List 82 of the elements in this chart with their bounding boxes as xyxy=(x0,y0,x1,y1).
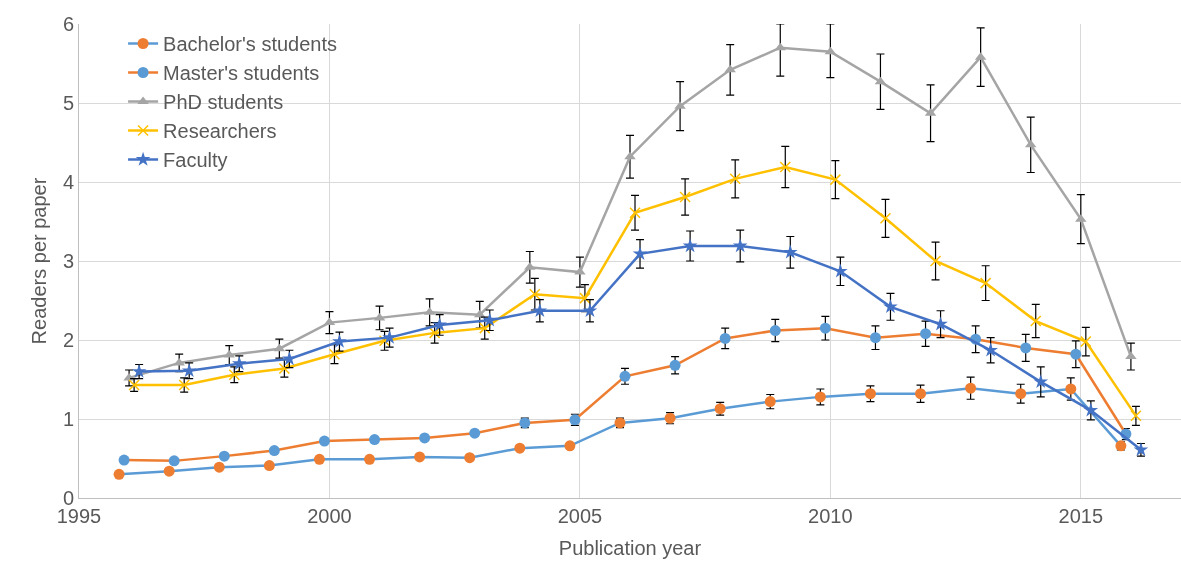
x-axis-title: Publication year xyxy=(558,536,702,559)
point xyxy=(719,332,731,344)
point xyxy=(564,440,576,452)
y-tick-label: 2 xyxy=(62,329,74,351)
point xyxy=(819,322,831,334)
point xyxy=(579,292,591,304)
legend-label: PhD students xyxy=(163,91,284,114)
point xyxy=(933,316,948,331)
point xyxy=(268,445,280,457)
point xyxy=(1029,315,1042,327)
x-tick-label: 2005 xyxy=(557,505,603,527)
point xyxy=(218,450,230,462)
point xyxy=(979,277,992,289)
point xyxy=(779,161,792,173)
point xyxy=(163,465,175,477)
point xyxy=(1080,335,1092,348)
x-tick-label: 2000 xyxy=(307,505,352,527)
legend-label: Master's students xyxy=(163,62,320,85)
point xyxy=(829,173,842,186)
point xyxy=(724,64,736,73)
point xyxy=(382,329,397,344)
point xyxy=(432,317,447,332)
point xyxy=(732,238,748,253)
point xyxy=(1070,348,1082,360)
point xyxy=(263,460,275,472)
point xyxy=(879,212,892,225)
point xyxy=(1020,342,1032,354)
point xyxy=(213,461,225,473)
point xyxy=(369,434,381,446)
point xyxy=(582,303,598,317)
point xyxy=(428,327,441,339)
point xyxy=(113,468,125,480)
point xyxy=(883,299,898,314)
point xyxy=(332,333,347,348)
point xyxy=(1125,351,1137,360)
point xyxy=(920,328,932,340)
point xyxy=(1083,402,1099,417)
point xyxy=(729,173,741,185)
x-tick-label: 2015 xyxy=(1058,505,1104,527)
point xyxy=(679,191,691,203)
point xyxy=(1130,410,1142,422)
point xyxy=(478,322,491,334)
point xyxy=(629,207,641,219)
point xyxy=(464,452,476,464)
point xyxy=(915,388,927,400)
y-tick-label: 6 xyxy=(62,13,74,35)
point xyxy=(118,454,130,466)
point xyxy=(782,244,798,259)
point xyxy=(1015,388,1027,400)
point xyxy=(624,151,636,160)
point xyxy=(869,332,881,344)
y-tick-label: 1 xyxy=(62,408,74,430)
point xyxy=(1033,374,1049,389)
y-tick-label: 3 xyxy=(62,250,74,272)
point xyxy=(833,263,848,278)
y-axis-title: Readers per paper xyxy=(28,177,51,345)
x-tick-label: 2010 xyxy=(808,505,853,527)
point xyxy=(682,238,698,253)
point xyxy=(469,427,481,439)
legend-label: Bachelor's students xyxy=(163,33,337,56)
point xyxy=(529,288,541,300)
point xyxy=(168,455,180,467)
point xyxy=(929,255,942,267)
point xyxy=(632,246,648,261)
point xyxy=(669,359,681,371)
point xyxy=(965,382,977,394)
y-tick-label: 5 xyxy=(62,92,74,114)
point xyxy=(1065,383,1077,395)
point xyxy=(313,453,325,465)
legend-label: Researchers xyxy=(163,120,277,143)
point xyxy=(532,303,548,317)
y-tick-label: 4 xyxy=(62,171,74,193)
point xyxy=(318,435,330,447)
point xyxy=(328,348,341,360)
point xyxy=(364,453,376,465)
point xyxy=(514,442,526,454)
point xyxy=(983,342,998,357)
point xyxy=(769,325,781,337)
point xyxy=(482,312,498,327)
legend-label: Faculty xyxy=(163,149,228,172)
point xyxy=(419,432,431,444)
point xyxy=(414,451,426,463)
